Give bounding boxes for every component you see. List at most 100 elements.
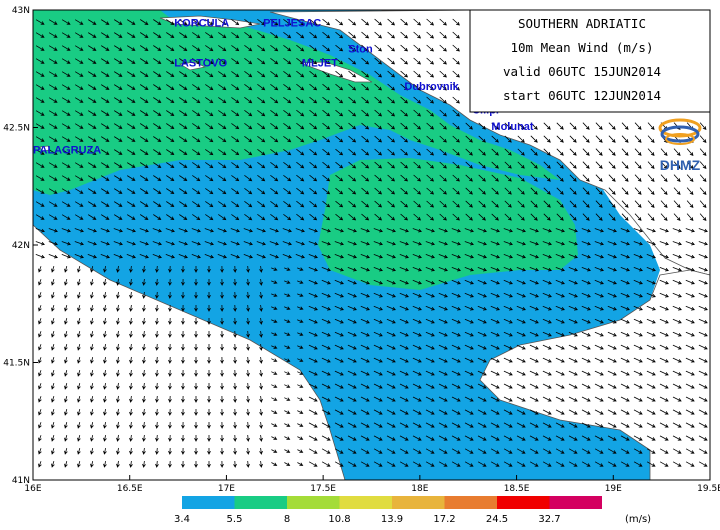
wind-arrow: [646, 422, 656, 428]
wind-arrow: [373, 254, 383, 259]
wind-arrow: [129, 317, 133, 325]
wind-arrow: [335, 70, 344, 78]
wind-arrow: [581, 228, 591, 233]
wind-arrow: [361, 18, 370, 26]
wind-arrow: [297, 410, 304, 414]
wind-arrow: [194, 266, 198, 273]
wind-arrow: [412, 357, 422, 363]
wind-arrow: [633, 409, 643, 415]
wind-arrow: [646, 357, 656, 363]
wind-arrow: [308, 241, 318, 246]
wind-arrow: [218, 58, 227, 65]
wind-arrow: [334, 435, 344, 441]
island-korcula: [159, 15, 261, 29]
scale-swatch: [497, 496, 550, 509]
wind-arrow: [270, 200, 279, 208]
wind-arrow: [399, 448, 409, 454]
wind-arrow: [581, 357, 591, 363]
wind-arrow: [478, 122, 486, 130]
wind-arrow: [530, 174, 538, 182]
wind-arrow: [699, 148, 707, 157]
wind-arrow: [334, 305, 344, 311]
wind-arrow: [399, 344, 409, 350]
wind-arrow: [685, 228, 695, 233]
wind-arrow: [413, 83, 422, 91]
wind-arrow: [556, 122, 564, 130]
wind-arrow: [413, 31, 422, 39]
wind-arrow: [400, 83, 409, 91]
wind-arrow: [451, 461, 461, 467]
wind-arrow: [116, 369, 120, 377]
wind-arrow: [51, 317, 55, 325]
wind-arrow: [490, 267, 500, 272]
wind-arrow: [283, 135, 292, 143]
wind-arrow: [400, 96, 409, 104]
wind-arrow: [35, 241, 45, 246]
wind-arrow: [503, 267, 513, 272]
wind-arrow: [439, 213, 447, 221]
wind-arrow: [308, 228, 318, 233]
wind-arrow: [660, 174, 668, 183]
wind-arrow: [477, 435, 487, 441]
wind-arrow: [387, 18, 396, 26]
wind-arrow: [361, 200, 370, 208]
wind-arrow: [503, 396, 513, 402]
wind-arrow: [179, 188, 188, 194]
wind-arrow: [503, 254, 513, 259]
wind-arrow: [322, 109, 331, 117]
wind-arrow: [322, 83, 331, 91]
wind-arrow: [399, 396, 409, 402]
wind-arrow: [100, 241, 110, 246]
wind-arrow: [374, 109, 383, 117]
wind-arrow: [582, 161, 590, 169]
wind-arrow: [192, 175, 201, 182]
wind-arrow: [207, 435, 211, 442]
place-label: Dubrovnik: [404, 81, 459, 93]
wind-arrow: [464, 448, 474, 454]
wind-arrow: [166, 97, 175, 103]
wind-arrow: [413, 174, 422, 182]
wind-arrow: [139, 123, 149, 129]
wind-arrow: [335, 122, 344, 130]
wind-arrow: [686, 161, 694, 170]
wind-arrow: [166, 71, 175, 77]
wind-arrow: [259, 304, 263, 312]
wind-arrow: [74, 175, 84, 181]
wind-arrow: [246, 265, 250, 273]
wind-arrow: [426, 70, 435, 78]
wind-arrow: [61, 149, 71, 155]
wind-arrow: [400, 174, 409, 182]
wind-arrow: [569, 213, 577, 221]
wind-arrow: [231, 175, 240, 182]
wind-arrow: [620, 448, 630, 454]
wind-arrow: [543, 161, 551, 169]
wind-arrow: [412, 254, 422, 259]
wind-arrow: [633, 422, 643, 428]
wind-arrow: [399, 435, 409, 441]
wind-arrow: [517, 187, 525, 195]
wind-arrow: [259, 434, 263, 442]
wind-arrow: [659, 331, 669, 337]
wind-arrow: [270, 174, 279, 182]
wind-arrow: [126, 201, 136, 207]
wind-arrow: [426, 187, 435, 195]
wind-arrow: [582, 187, 590, 195]
wind-arrow: [321, 370, 331, 376]
wind-arrow: [452, 18, 460, 26]
x-tick-label: 19E: [605, 484, 622, 494]
wind-arrow: [61, 254, 71, 259]
wind-arrow: [230, 241, 240, 246]
wind-arrow: [233, 291, 237, 299]
wind-arrow: [477, 279, 487, 285]
wind-arrow: [35, 254, 45, 259]
wind-arrow: [594, 331, 604, 337]
wind-arrow: [48, 201, 58, 207]
wind-arrow: [220, 330, 224, 338]
wind-arrow: [361, 213, 370, 221]
wind-arrow: [478, 148, 486, 156]
wind-arrow: [659, 409, 669, 415]
wind-arrow: [309, 109, 318, 117]
wind-arrow: [309, 44, 318, 52]
wind-arrow: [413, 70, 422, 78]
wind-arrow: [412, 318, 422, 324]
